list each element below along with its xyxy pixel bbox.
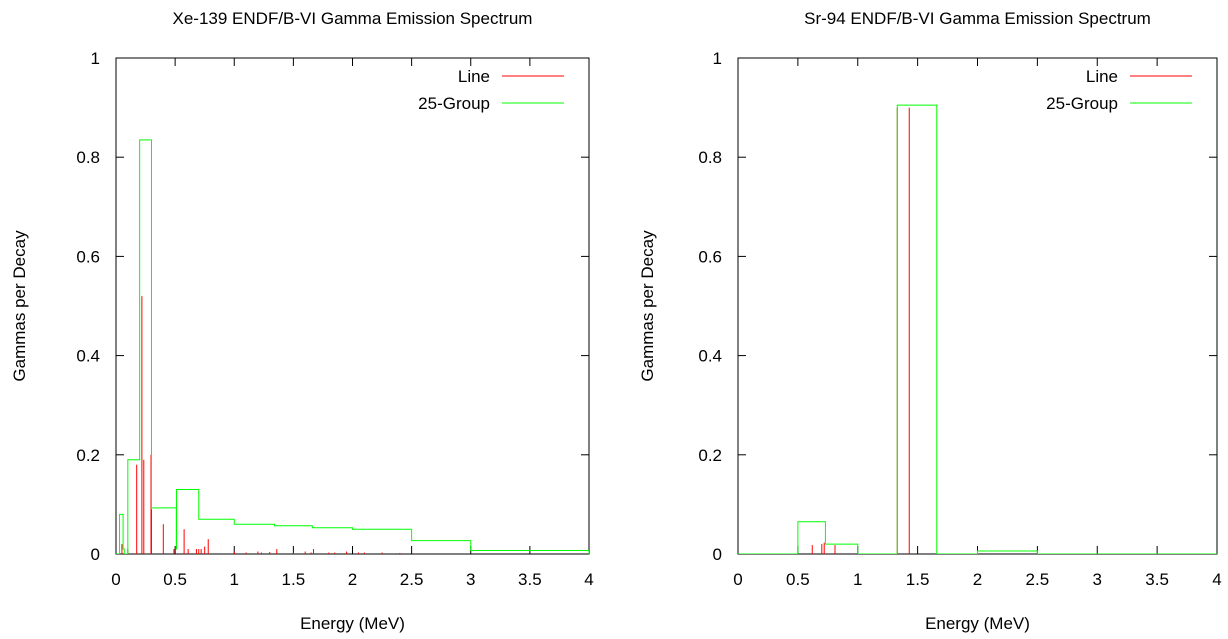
x-tick-label: 2.5 xyxy=(1026,570,1050,589)
series-line xyxy=(811,107,910,554)
chart-panel-1: Xe-139 ENDF/B-VI Gamma Emission Spectrum… xyxy=(10,9,594,633)
y-tick-label: 1 xyxy=(91,49,100,68)
x-tick-label: 0.5 xyxy=(163,570,187,589)
series-25-group xyxy=(738,104,1217,554)
histogram-line xyxy=(116,139,589,554)
series-25-group xyxy=(116,139,589,554)
x-tick-label: 1.5 xyxy=(282,570,306,589)
y-tick-label: 0.8 xyxy=(76,148,100,167)
y-axis-label: Gammas per Decay xyxy=(10,230,29,382)
x-tick-label: 1 xyxy=(230,570,239,589)
plot-frame xyxy=(737,57,1218,555)
y-tick-label: 0 xyxy=(713,545,722,564)
y-tick-label: 0.2 xyxy=(698,446,722,465)
y-axis-label: Gammas per Decay xyxy=(638,230,657,382)
legend-label: Line xyxy=(458,67,490,86)
x-tick-label: 3.5 xyxy=(518,570,542,589)
series-line xyxy=(121,296,401,554)
y-tick-label: 0.4 xyxy=(76,347,100,366)
y-tick-label: 0.8 xyxy=(698,148,722,167)
y-tick-label: 0.4 xyxy=(698,347,722,366)
y-tick-label: 1 xyxy=(713,49,722,68)
chart-title: Xe-139 ENDF/B-VI Gamma Emission Spectrum xyxy=(173,9,533,28)
x-tick-label: 2 xyxy=(973,570,982,589)
y-tick-label: 0.2 xyxy=(76,446,100,465)
legend-label: Line xyxy=(1086,67,1118,86)
legend-label: 25-Group xyxy=(1046,94,1118,113)
x-tick-label: 1.5 xyxy=(906,570,930,589)
plot-frame xyxy=(115,57,590,555)
x-tick-label: 2.5 xyxy=(400,570,424,589)
x-tick-label: 0.5 xyxy=(786,570,810,589)
x-tick-label: 0 xyxy=(111,570,120,589)
x-tick-label: 4 xyxy=(584,570,593,589)
x-axis-label: Energy (MeV) xyxy=(925,614,1030,633)
y-tick-label: 0.6 xyxy=(698,247,722,266)
x-tick-label: 3.5 xyxy=(1145,570,1169,589)
chart-panel-2: Sr-94 ENDF/B-VI Gamma Emission Spectrum 0… xyxy=(638,9,1222,633)
legend-label: 25-Group xyxy=(418,94,490,113)
x-tick-label: 1 xyxy=(853,570,862,589)
histogram-line xyxy=(738,104,1217,554)
chart-title: Sr-94 ENDF/B-VI Gamma Emission Spectrum xyxy=(804,9,1151,28)
y-tick-label: 0 xyxy=(91,545,100,564)
x-tick-label: 3 xyxy=(466,570,475,589)
x-axis-label: Energy (MeV) xyxy=(300,614,405,633)
x-tick-label: 0 xyxy=(733,570,742,589)
x-tick-label: 4 xyxy=(1212,570,1221,589)
y-tick-label: 0.6 xyxy=(76,247,100,266)
x-tick-label: 3 xyxy=(1093,570,1102,589)
x-tick-label: 2 xyxy=(348,570,357,589)
